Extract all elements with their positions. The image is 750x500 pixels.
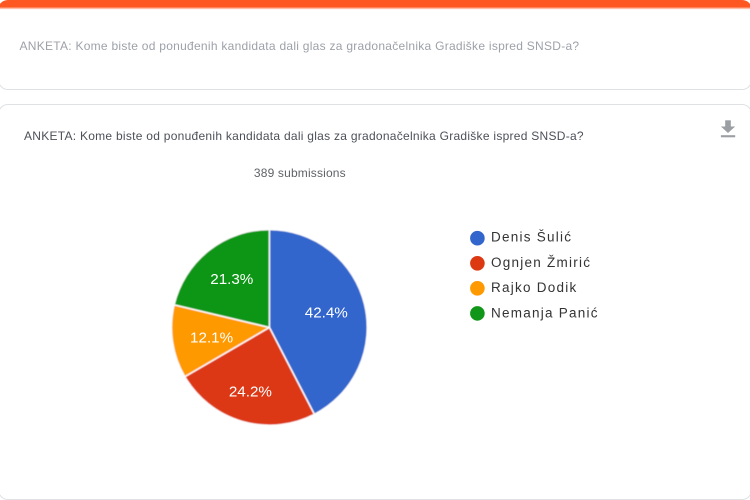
svg-text:Ognjen Žmirić: Ognjen Žmirić [491,255,591,270]
svg-text:Nemanja Panić: Nemanja Panić [491,305,599,320]
svg-text:24.2%: 24.2% [229,384,272,401]
svg-text:42.4%: 42.4% [305,305,348,322]
svg-text:Denis Šulić: Denis Šulić [491,230,572,245]
svg-text:12.1%: 12.1% [190,329,233,346]
svg-text:21.3%: 21.3% [210,271,253,288]
svg-text:Rajko Dodik: Rajko Dodik [491,280,578,295]
